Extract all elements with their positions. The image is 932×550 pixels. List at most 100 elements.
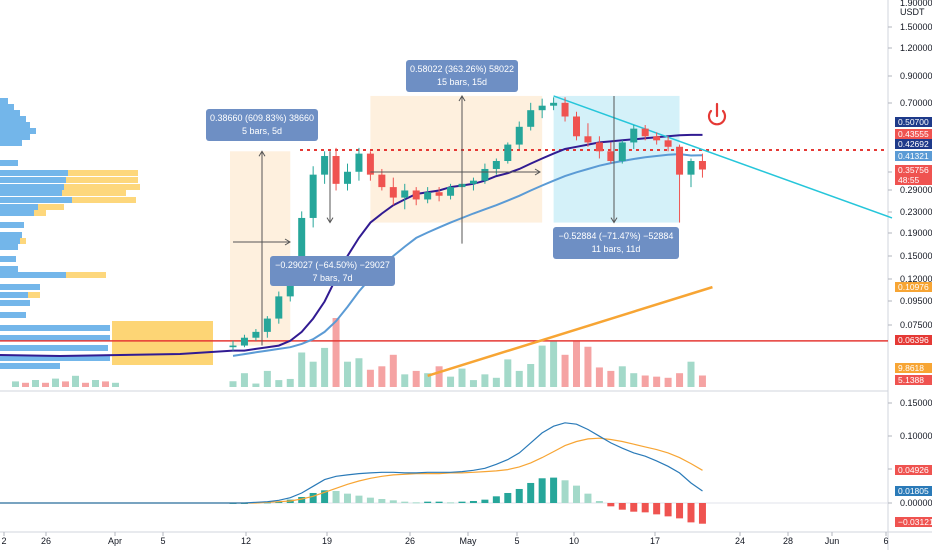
candle-body bbox=[630, 128, 638, 143]
candle-body bbox=[229, 345, 237, 348]
volume-bar bbox=[458, 368, 466, 387]
vp-bar-up bbox=[0, 300, 30, 306]
measure-label-1-line2: 5 bars, 5d bbox=[242, 126, 282, 136]
measure-label-3-line1: −0.29027 (−64.50%) −29027 bbox=[275, 260, 390, 270]
vp-bar-up bbox=[0, 116, 26, 122]
vp-bar-down bbox=[66, 177, 138, 183]
vp-bar-up bbox=[0, 355, 110, 361]
candle-body bbox=[309, 174, 317, 218]
macd-histogram-bar bbox=[298, 496, 306, 503]
volume-bar bbox=[263, 370, 271, 387]
time-tick-label: 2 bbox=[1, 536, 6, 546]
candle-body bbox=[687, 160, 695, 175]
macd-histogram-bar bbox=[687, 503, 695, 523]
vp-bar-up bbox=[0, 363, 60, 369]
measure-label-4-box bbox=[553, 227, 679, 259]
volume-bar bbox=[62, 381, 69, 387]
vp-bar-up bbox=[0, 204, 38, 210]
vp-bar-down bbox=[20, 238, 26, 244]
candle-body bbox=[321, 156, 329, 175]
measure-label-1-line1: 0.38660 (609.83%) 38660 bbox=[210, 113, 314, 123]
candle-body bbox=[618, 142, 626, 161]
vp-bar-down bbox=[62, 190, 126, 196]
measure-arrow-4-head bbox=[610, 217, 618, 224]
price-tick-label: 0.23000 bbox=[900, 207, 932, 217]
vp-bar-down bbox=[64, 184, 140, 190]
vp-bar-up bbox=[0, 284, 40, 290]
macd-histogram-bar bbox=[550, 477, 558, 503]
candle-body bbox=[469, 180, 477, 184]
macd-histogram-bar bbox=[595, 500, 603, 503]
vp-bar-up bbox=[0, 335, 110, 341]
power-icon[interactable] bbox=[707, 102, 727, 126]
price-tick-label: 0.12000 bbox=[900, 274, 932, 284]
volume-bar bbox=[42, 382, 49, 387]
volume-bar bbox=[412, 370, 420, 387]
vp-bar-up bbox=[0, 177, 66, 183]
candle-body bbox=[252, 331, 260, 338]
volume-bar bbox=[321, 347, 329, 387]
macd-histogram-bar bbox=[515, 488, 523, 503]
price-badge-label: 0.41321 bbox=[898, 151, 929, 161]
vp-bar-up bbox=[0, 104, 14, 110]
candle-body bbox=[275, 296, 283, 319]
macd-histogram-bar bbox=[344, 493, 351, 503]
macd-histogram-bar bbox=[538, 478, 546, 503]
volume-bar bbox=[447, 376, 455, 387]
trend-line bbox=[553, 95, 893, 219]
candle-body bbox=[240, 337, 248, 346]
macd-histogram-bar bbox=[653, 503, 661, 515]
candle-body bbox=[298, 217, 306, 263]
measure-arrow-2-h-head bbox=[534, 168, 541, 176]
candle-body bbox=[676, 146, 684, 175]
macd-histogram-bar bbox=[698, 503, 706, 524]
macd-histogram-bar bbox=[412, 502, 420, 504]
volume-bar bbox=[32, 380, 39, 387]
macd-histogram-bar bbox=[458, 501, 466, 503]
macd-badge bbox=[895, 486, 932, 496]
time-tick-label: 5 bbox=[160, 536, 165, 546]
volume-bar bbox=[687, 361, 695, 387]
volume-bar bbox=[332, 318, 340, 387]
volume-bars bbox=[12, 318, 706, 387]
macd-histogram-bar bbox=[504, 492, 512, 503]
macd-badge-label: 0.01805 bbox=[898, 486, 929, 496]
time-tick-label: 26 bbox=[41, 536, 51, 546]
time-tick-label: Jun bbox=[825, 536, 840, 546]
price-badge bbox=[895, 363, 932, 373]
macd-histogram-bar bbox=[378, 498, 386, 503]
candle-body bbox=[595, 142, 603, 152]
vp-bar-up bbox=[0, 122, 30, 128]
macd-line bbox=[0, 422, 703, 504]
macd-histogram-bar bbox=[676, 503, 684, 519]
macd-tick-label: 0.00000 bbox=[900, 498, 932, 508]
drawings[interactable]: 0.38660 (609.83%) 38660 5 bars, 5d 0.58022… bbox=[206, 60, 727, 346]
volume-bar bbox=[492, 377, 500, 387]
time-tick-label: Apr bbox=[108, 536, 122, 546]
price-badge bbox=[895, 139, 932, 149]
candles bbox=[229, 97, 706, 351]
volume-bar bbox=[344, 361, 351, 387]
time-tick-label: 24 bbox=[735, 536, 745, 546]
macd-tick-label: 0.10000 bbox=[900, 431, 932, 441]
volume-bar bbox=[424, 373, 432, 387]
volume-bar bbox=[435, 366, 443, 387]
candle-body bbox=[515, 126, 523, 145]
volume-bar bbox=[112, 382, 119, 387]
time-axis: 2 26 Apr 5 12 19 26 May 5 10 17 24 28 Jun 6 bbox=[1, 532, 889, 546]
macd-histogram-bar bbox=[573, 485, 580, 503]
vp-bar-up bbox=[0, 238, 20, 244]
measure-label-2-box bbox=[406, 60, 518, 92]
vp-bar-up bbox=[0, 190, 62, 196]
price-badge bbox=[895, 175, 932, 185]
macd-badge bbox=[895, 465, 932, 475]
price-badge bbox=[895, 165, 932, 175]
measure-arrow-2-head bbox=[458, 94, 466, 102]
candle-body bbox=[332, 156, 340, 184]
volume-bar bbox=[102, 381, 109, 387]
macd-histogram-bar bbox=[355, 495, 363, 503]
price-badge bbox=[895, 335, 932, 345]
volume-bar bbox=[561, 354, 569, 387]
price-badge-label: 0.42692 bbox=[898, 139, 929, 149]
